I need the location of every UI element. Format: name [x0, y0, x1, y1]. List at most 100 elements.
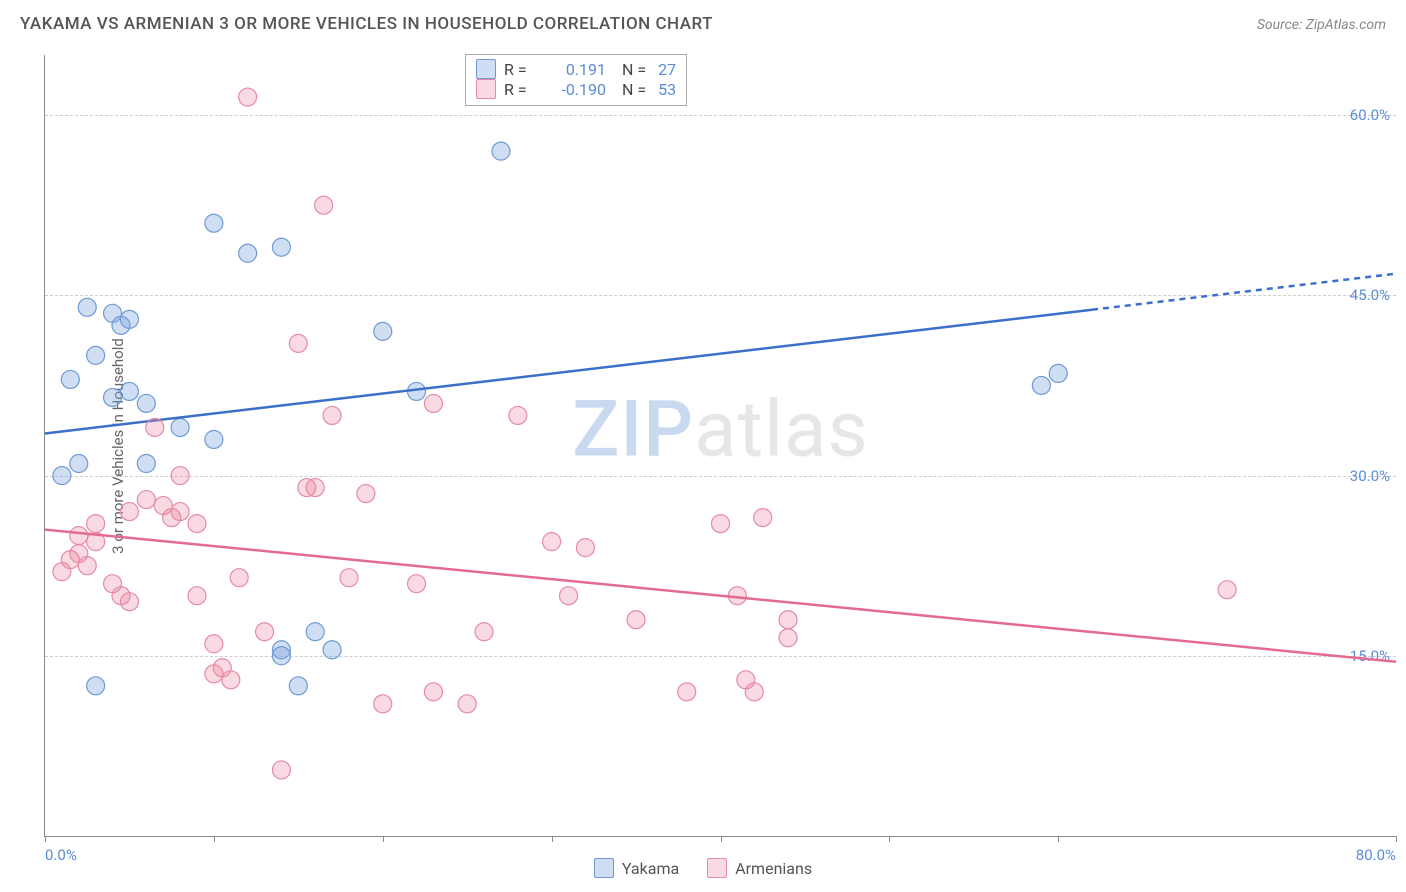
- plot-area: ZIPatlas R =0.191N =27R =-0.190N =53 15.…: [44, 55, 1396, 837]
- data-point: [323, 641, 341, 659]
- data-point: [745, 683, 763, 701]
- data-point: [323, 406, 341, 424]
- data-point: [509, 406, 527, 424]
- data-point: [205, 635, 223, 653]
- legend-row: R = -0.190 N = 53: [476, 79, 676, 99]
- x-tick: [214, 836, 215, 842]
- data-point: [70, 455, 88, 473]
- data-point: [424, 394, 442, 412]
- data-point: [272, 238, 290, 256]
- legend-item: Armenians: [707, 858, 812, 878]
- data-point: [340, 569, 358, 587]
- data-point: [1049, 364, 1067, 382]
- x-tick: [721, 836, 722, 842]
- data-point: [754, 509, 772, 527]
- legend-r-label: R =: [504, 60, 536, 79]
- data-point: [171, 418, 189, 436]
- legend-series-name: Armenians: [735, 859, 812, 878]
- data-point: [53, 467, 71, 485]
- legend-r-value: 0.191: [544, 60, 606, 79]
- x-tick: [889, 836, 890, 842]
- legend-n-label: N =: [622, 80, 646, 99]
- data-point: [458, 695, 476, 713]
- data-point: [188, 587, 206, 605]
- data-point: [408, 575, 426, 593]
- data-point: [146, 418, 164, 436]
- data-point: [492, 142, 510, 160]
- data-point: [289, 677, 307, 695]
- data-point: [374, 695, 392, 713]
- data-point: [87, 515, 105, 533]
- legend-swatch: [594, 858, 614, 878]
- data-point: [120, 503, 138, 521]
- legend-item: Yakama: [594, 858, 679, 878]
- regression-line: [45, 310, 1092, 434]
- data-point: [205, 214, 223, 232]
- data-point: [137, 394, 155, 412]
- data-point: [306, 479, 324, 497]
- data-point: [272, 647, 290, 665]
- data-point: [543, 533, 561, 551]
- legend-series-name: Yakama: [622, 859, 679, 878]
- series-legend: Yakama Armenians: [0, 858, 1406, 878]
- data-point: [222, 671, 240, 689]
- data-point: [256, 623, 274, 641]
- data-point: [137, 455, 155, 473]
- data-point: [576, 539, 594, 557]
- legend-n-value: 27: [658, 60, 676, 79]
- legend-n-value: 53: [658, 80, 676, 99]
- data-point: [171, 467, 189, 485]
- data-point: [205, 430, 223, 448]
- correlation-legend: R = 0.191 N = 27 R = -0.190 N = 53: [465, 54, 687, 106]
- legend-swatch: [476, 59, 496, 79]
- data-point: [678, 683, 696, 701]
- data-point: [306, 623, 324, 641]
- legend-r-value: -0.190: [544, 80, 606, 99]
- x-tick: [1396, 836, 1397, 842]
- data-point: [475, 623, 493, 641]
- data-point: [424, 683, 442, 701]
- data-point: [120, 382, 138, 400]
- data-point: [171, 503, 189, 521]
- data-point: [120, 593, 138, 611]
- x-tick: [383, 836, 384, 842]
- data-point: [61, 370, 79, 388]
- data-point: [87, 677, 105, 695]
- regression-line-dashed: [1092, 274, 1396, 310]
- data-point: [779, 629, 797, 647]
- legend-r-label: R =: [504, 80, 536, 99]
- source-label: Source: ZipAtlas.com: [1257, 17, 1386, 33]
- data-point: [374, 322, 392, 340]
- data-point: [560, 587, 578, 605]
- data-point: [712, 515, 730, 533]
- regression-line: [45, 530, 1396, 662]
- data-point: [1218, 581, 1236, 599]
- data-point: [137, 491, 155, 509]
- x-tick: [1058, 836, 1059, 842]
- legend-swatch: [707, 858, 727, 878]
- data-point: [78, 557, 96, 575]
- data-point: [357, 485, 375, 503]
- data-point: [104, 388, 122, 406]
- plot-svg: [45, 55, 1396, 836]
- x-tick: [45, 836, 46, 842]
- data-point: [315, 196, 333, 214]
- data-point: [230, 569, 248, 587]
- header-bar: YAKAMA VS ARMENIAN 3 OR MORE VEHICLES IN…: [0, 0, 1406, 44]
- data-point: [239, 244, 257, 262]
- x-tick: [552, 836, 553, 842]
- data-point: [87, 346, 105, 364]
- legend-n-label: N =: [622, 60, 646, 79]
- data-point: [272, 761, 290, 779]
- data-point: [120, 310, 138, 328]
- data-point: [627, 611, 645, 629]
- legend-row: R = 0.191 N = 27: [476, 59, 676, 79]
- data-point: [289, 334, 307, 352]
- data-point: [70, 527, 88, 545]
- data-point: [78, 298, 96, 316]
- data-point: [239, 88, 257, 106]
- data-point: [188, 515, 206, 533]
- data-point: [1032, 376, 1050, 394]
- chart-title: YAKAMA VS ARMENIAN 3 OR MORE VEHICLES IN…: [20, 14, 713, 34]
- legend-swatch: [476, 79, 496, 99]
